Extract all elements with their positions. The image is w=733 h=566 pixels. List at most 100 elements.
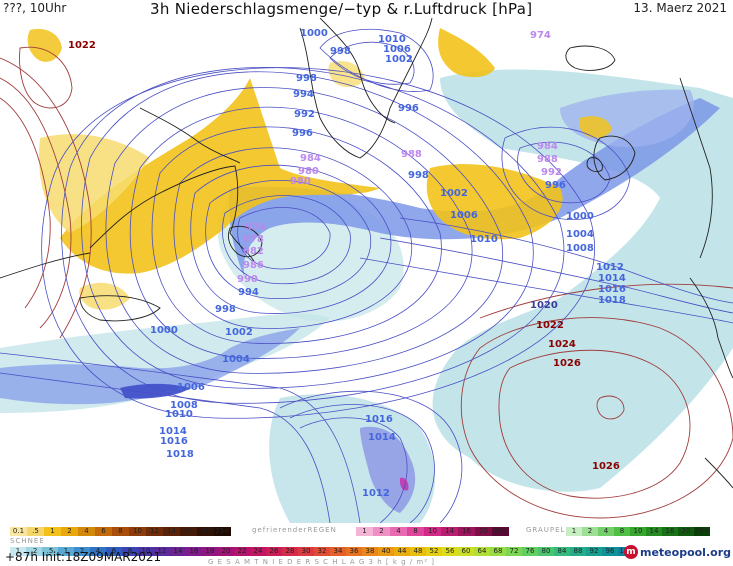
isobar-label: 994 bbox=[293, 89, 314, 100]
isobar-label: 1000 bbox=[566, 211, 594, 222]
coastline-canada bbox=[0, 252, 91, 279]
isobar-label: 996 bbox=[398, 103, 419, 114]
isobar-line bbox=[596, 395, 625, 420]
coastline-iberia bbox=[704, 457, 733, 489]
legend-swatch: 34 bbox=[330, 547, 346, 556]
legend-swatch: 4 bbox=[390, 527, 407, 536]
legend-snow-label: SCHNEE bbox=[10, 537, 45, 545]
legend-swatch: 10 bbox=[424, 527, 441, 536]
isobar-label: 996 bbox=[545, 180, 566, 191]
isobar-label: 1014 bbox=[598, 273, 626, 284]
isobar-line bbox=[399, 217, 733, 304]
legend-swatch: 96 bbox=[602, 547, 618, 556]
isobar-label: 974 bbox=[530, 30, 551, 41]
legend-swatch: 14 bbox=[163, 527, 180, 536]
legend-swatch: .2 bbox=[26, 547, 42, 556]
isobar-label: 1002 bbox=[225, 327, 253, 338]
coastline-layer bbox=[0, 17, 733, 489]
isobar-line bbox=[0, 352, 361, 524]
legend-swatch: 2 bbox=[74, 547, 90, 556]
isobar-label: 1010 bbox=[470, 234, 498, 245]
rain-area bbox=[60, 78, 380, 274]
isobar-label: 1018 bbox=[598, 295, 626, 306]
isobar-label: 1018 bbox=[166, 449, 194, 460]
legend-swatch: 16 bbox=[180, 527, 197, 536]
legend-swatch: 10 bbox=[630, 527, 646, 536]
legend-swatch: 25+ bbox=[214, 527, 231, 536]
legend-swatch: 8 bbox=[407, 527, 424, 536]
isobar-label: 994 bbox=[238, 287, 259, 298]
isobar-label: 996 bbox=[292, 128, 313, 139]
legend-swatch: 4 bbox=[90, 547, 106, 556]
isobar-label: 1026 bbox=[592, 461, 620, 472]
legend-swatch: 4 bbox=[78, 527, 95, 536]
legend-swatch: .5 bbox=[27, 527, 44, 536]
isobar-line bbox=[0, 97, 51, 309]
legend-swatch: 8 bbox=[614, 527, 630, 536]
legend-swatch: 40 bbox=[378, 547, 394, 556]
date-label: 13. Maerz 2021 bbox=[633, 1, 727, 15]
legend-swatch: 2 bbox=[582, 527, 598, 536]
valid-time-label: ???, 10Uhr bbox=[3, 1, 67, 15]
isobar-label: 974 bbox=[245, 222, 266, 233]
legend-swatch: 8 bbox=[122, 547, 138, 556]
isobar-label: 990 bbox=[237, 274, 258, 285]
legend-swatch: 68 bbox=[490, 547, 506, 556]
legend-swatch: 22 bbox=[234, 547, 250, 556]
isobar-label: 988 bbox=[537, 154, 558, 165]
isobar-line bbox=[279, 390, 463, 524]
legend-swatch: 14 bbox=[170, 547, 186, 556]
rain-area bbox=[39, 134, 150, 233]
legend-swatch: 20 bbox=[678, 527, 694, 536]
isobar-line bbox=[479, 283, 733, 319]
coastline-labrador bbox=[89, 165, 256, 264]
init-time-label: +87h Init:18Z09MAR2021 bbox=[5, 550, 162, 564]
legend-swatch: 25+ bbox=[492, 527, 509, 536]
isobar-line bbox=[105, 87, 503, 374]
coastline-scandinavia bbox=[679, 77, 713, 259]
isobar-label: 1014 bbox=[159, 426, 187, 437]
isobar-label: 998 bbox=[330, 46, 351, 57]
isobar-label: 1016 bbox=[598, 284, 626, 295]
isobar-label: 1016 bbox=[160, 436, 188, 447]
isobar-label: 1008 bbox=[566, 243, 594, 254]
coastline-newfoundland bbox=[227, 225, 263, 258]
legend-swatch: 1 bbox=[58, 547, 74, 556]
isobar-line bbox=[289, 404, 435, 524]
legend-swatch: 18 bbox=[202, 547, 218, 556]
legend-total-label: G E S A M T N I E D E R S C H L A G 3 h … bbox=[208, 558, 435, 566]
snow-core bbox=[399, 477, 409, 491]
isobar-label: 980 bbox=[298, 166, 319, 177]
legend-swatch: 12 bbox=[146, 527, 163, 536]
legend-swatch: 10 bbox=[138, 547, 154, 556]
legend-swatch: .5 bbox=[42, 547, 58, 556]
legend-swatch: 36 bbox=[346, 547, 362, 556]
isobar-label: 988 bbox=[401, 149, 422, 160]
isobar-label: 1022 bbox=[536, 320, 564, 331]
isobar-line bbox=[379, 237, 733, 314]
chart-title: 3h Niederschlagsmenge/−typ & r.Luftdruck… bbox=[150, 0, 533, 18]
isobar-label: 1004 bbox=[222, 354, 250, 365]
legend: 0.1.5 1 2 4 6 8 10 12 14 16 20 25+ gefrierenderREGE… bbox=[0, 523, 733, 566]
mixed-precip-area bbox=[432, 69, 733, 492]
isobar-line bbox=[205, 180, 372, 300]
isobar-line bbox=[19, 46, 73, 109]
legend-swatch: 1 bbox=[566, 527, 582, 536]
weather-map: 1022 1000 998 1010 1006 1002 974 998 996 994 992 99… bbox=[0, 17, 733, 524]
isobar-label: 1006 bbox=[177, 382, 205, 393]
legend-swatch: 25+ bbox=[694, 527, 710, 536]
legend-swatch: 80 bbox=[538, 547, 554, 556]
isobar-label: 1006 bbox=[383, 44, 411, 55]
weather-map-canvas: 1022100099810101006100297499899699499299… bbox=[0, 17, 733, 524]
snow-band bbox=[0, 328, 300, 405]
isobar-label: 1022 bbox=[68, 40, 96, 51]
coastline-greenland bbox=[299, 17, 433, 159]
meteopool-logo[interactable]: m meteopool.org bbox=[624, 545, 731, 559]
isobar-line bbox=[190, 164, 392, 314]
legend-swatch: 24 bbox=[250, 547, 266, 556]
isobar-label: 986 bbox=[243, 260, 264, 271]
logo-icon: m bbox=[624, 545, 638, 559]
isobar-label: 1026 bbox=[553, 358, 581, 369]
legend-snow-scale: 1.2.5 1 2 4 6 8 10 12 14 16 18 20 22 24 26 28 30 32 34 36 38… bbox=[10, 547, 634, 556]
legend-swatch: 38 bbox=[362, 547, 378, 556]
